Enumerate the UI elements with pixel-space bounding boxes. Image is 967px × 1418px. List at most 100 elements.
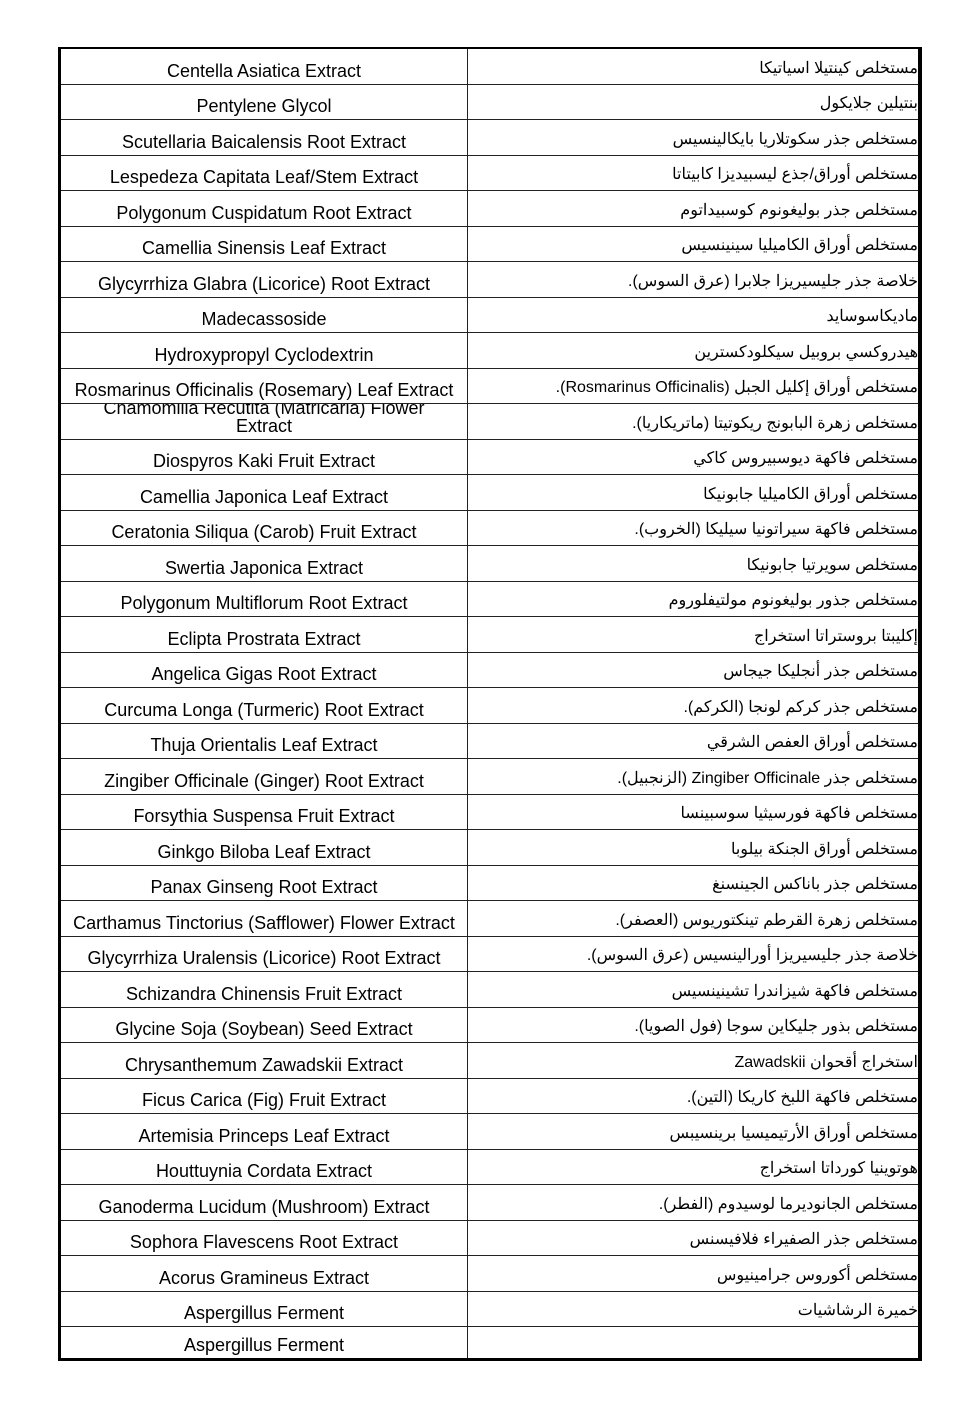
arabic-name-cell: مستخلص فاكهة سيراتونيا سيليكا (الخروب). bbox=[468, 511, 918, 546]
arabic-name: مستخلص أوراق/جذع ليسبيديزا كابيتاتا bbox=[672, 166, 918, 183]
arabic-name: مستخلص جذر Zingiber Officinale (الزنجبيل… bbox=[617, 769, 918, 787]
english-name: Swertia Japonica Extract bbox=[164, 557, 364, 578]
arabic-name: مستخلص أكوروس جرامينيوس bbox=[716, 1266, 918, 1284]
table-row: Ceratonia Siliqua (Carob) Fruit Extract م… bbox=[61, 510, 918, 546]
table-row: Forsythia Suspensa Fruit Extract مستخلص ف… bbox=[61, 794, 918, 830]
arabic-name-cell: هيدروكسي بروبيل سيكلودكسترين bbox=[468, 333, 918, 368]
table-row: Curcuma Longa (Turmeric) Root Extract مست… bbox=[61, 688, 918, 724]
arabic-name: خميرة الرشاشيات bbox=[797, 1302, 918, 1319]
arabic-name: خلاصة جذر جليسيريزا جلابرا (عرق السوس). bbox=[628, 272, 918, 290]
english-name-cell: Glycyrrhiza Uralensis (Licorice) Root Ex… bbox=[61, 936, 468, 971]
table-row: Swertia Japonica Extract مستخلص سويرتيا ج… bbox=[61, 546, 918, 582]
arabic-name-cell: استخراج أقحوان Zawadskii bbox=[468, 1043, 918, 1078]
english-name: Zingiber Officinale (Ginger) Root Extrac… bbox=[104, 770, 424, 791]
arabic-name: مستخلص أوراق العفص الشرقي bbox=[706, 734, 918, 751]
arabic-name: مستخلص جذر أنجليكا جيجاس bbox=[723, 663, 918, 680]
english-name: Scutellaria Baicalensis Root Extract bbox=[121, 131, 407, 152]
english-name-cell: Pentylene Glycol bbox=[61, 84, 468, 119]
arabic-name-cell: ماديكاسوسايد bbox=[468, 298, 918, 333]
arabic-name: مستخلص زهرة القرطم تينكتوريوس (العصفر). bbox=[615, 911, 918, 929]
english-name-cell: Ceratonia Siliqua (Carob) Fruit Extract bbox=[61, 510, 468, 545]
english-name-cell: Panax Ginseng Root Extract bbox=[61, 865, 468, 900]
table-row: Glycyrrhiza Uralensis (Licorice) Root Ex… bbox=[61, 936, 918, 972]
english-name-cell: Zingiber Officinale (Ginger) Root Extrac… bbox=[61, 759, 468, 794]
english-name: Ficus Carica (Fig) Fruit Extract bbox=[141, 1090, 387, 1110]
arabic-name: هوتوينيا كورداتا استخراج bbox=[759, 1160, 918, 1177]
english-name-cell: Diospyros Kaki Fruit Extract bbox=[61, 439, 468, 474]
table-row: Diospyros Kaki Fruit Extract مستخلص فاكهة… bbox=[61, 439, 918, 475]
arabic-name-cell: مستخلص أوراق الكاميليا سينينسيس bbox=[468, 227, 918, 262]
english-name: Schizandra Chinensis Fruit Extract bbox=[125, 983, 403, 1004]
arabic-name-cell: خميرة الرشاشيات bbox=[468, 1292, 918, 1327]
arabic-name: مستخلص كينتيلا اسياتيكا bbox=[759, 59, 918, 77]
english-name: Ginkgo Biloba Leaf Extract bbox=[157, 841, 371, 862]
table-row: Glycyrrhiza Glabra (Licorice) Root Extra… bbox=[61, 262, 918, 298]
english-name-cell: Lespedeza Capitata Leaf/Stem Extract bbox=[61, 155, 468, 190]
arabic-name: مستخلص سويرتيا جابونيكا bbox=[746, 556, 918, 574]
arabic-name: مستخلص جذور بوليغونوم مولتيفلوروم bbox=[668, 592, 918, 609]
arabic-name: خلاصة جذر جليسيريزا أورالينسيس (عرق السو… bbox=[586, 947, 918, 964]
arabic-name-cell: مستخلص أوراق/جذع ليسبيديزا كابيتاتا bbox=[468, 156, 918, 191]
arabic-name-cell: مستخلص أوراق العفص الشرقي bbox=[468, 724, 918, 759]
english-name-cell: Forsythia Suspensa Fruit Extract bbox=[61, 794, 468, 829]
english-name-cell: Curcuma Longa (Turmeric) Root Extract bbox=[61, 688, 468, 723]
arabic-name-cell: مستخلص فاكهة اللبخ كاريكا (التين). bbox=[468, 1079, 918, 1114]
arabic-name-cell: مستخلص بذور جليكاين سوجا (فول الصويا). bbox=[468, 1008, 918, 1043]
table-row: Scutellaria Baicalensis Root Extract مستخ… bbox=[61, 120, 918, 156]
table-row: Houttuynia Cordata Extract هوتوينيا كوردا… bbox=[61, 1149, 918, 1185]
arabic-name-cell: مستخلص أوراق الأرتيميسيا برينسيبس bbox=[468, 1114, 918, 1149]
arabic-name-cell: مستخلص زهرة البابونج ريكوتيتا (ماتريكاري… bbox=[468, 404, 918, 439]
english-name: Ganoderma Lucidum (Mushroom) Extract bbox=[98, 1196, 430, 1217]
table-row: Polygonum Multiflorum Root Extract مستخلص… bbox=[61, 581, 918, 617]
arabic-name-cell: مستخلص أوراق الجنكة بيلوبا bbox=[468, 830, 918, 865]
ingredient-table: Centella Asiatica Extract مستخلص كينتيلا … bbox=[58, 47, 922, 1361]
arabic-name: مستخلص بذور جليكاين سوجا (فول الصويا). bbox=[634, 1018, 918, 1035]
english-name: Chamomilla Recutita (Matricaria) Flower … bbox=[103, 404, 425, 436]
arabic-name: مستخلص جذر كركم لونجا (الكركم). bbox=[683, 698, 918, 716]
arabic-name-cell bbox=[468, 1327, 918, 1358]
english-name: Artemisia Princeps Leaf Extract bbox=[138, 1125, 390, 1146]
english-name-cell: Glycyrrhiza Glabra (Licorice) Root Extra… bbox=[61, 262, 468, 297]
english-name-cell: Sophora Flavescens Root Extract bbox=[61, 1220, 468, 1255]
arabic-name-cell: إكليبتا بروستراتا استخراج bbox=[468, 617, 918, 652]
table-row: Ginkgo Biloba Leaf Extract مستخلص أوراق ا… bbox=[61, 830, 918, 866]
english-name-cell: Carthamus Tinctorius (Safflower) Flower … bbox=[61, 901, 468, 936]
english-name-cell: Chrysanthemum Zawadskii Extract bbox=[61, 1043, 468, 1078]
arabic-name-cell: مستخلص أكوروس جرامينيوس bbox=[468, 1256, 918, 1291]
table-row: Zingiber Officinale (Ginger) Root Extrac… bbox=[61, 759, 918, 795]
english-name: Eclipta Prostrata Extract bbox=[167, 628, 361, 649]
table-row: Panax Ginseng Root Extract مستخلص جذر بان… bbox=[61, 865, 918, 901]
arabic-name: مستخلص أوراق الجنكة بيلوبا bbox=[730, 840, 918, 858]
table-row: Sophora Flavescens Root Extract مستخلص جذ… bbox=[61, 1220, 918, 1256]
table-row: Schizandra Chinensis Fruit Extract مستخلص… bbox=[61, 972, 918, 1008]
english-name-cell: Chamomilla Recutita (Matricaria) Flower … bbox=[61, 404, 468, 439]
english-name: Panax Ginseng Root Extract bbox=[150, 877, 378, 897]
table-row: Madecassoside ماديكاسوسايد bbox=[61, 297, 918, 333]
arabic-name: مستخلص جذر سكوتلاريا بايكالينسيس bbox=[672, 130, 918, 148]
english-name: Houttuynia Cordata Extract bbox=[155, 1161, 373, 1181]
english-name-cell: Ficus Carica (Fig) Fruit Extract bbox=[61, 1078, 468, 1113]
english-name-cell: Polygonum Multiflorum Root Extract bbox=[61, 581, 468, 616]
arabic-name-cell: بنتيلين جلايكول bbox=[468, 85, 918, 120]
arabic-name: بنتيلين جلايكول bbox=[819, 95, 918, 112]
arabic-name-cell: مستخلص جذور بوليغونوم مولتيفلوروم bbox=[468, 582, 918, 617]
english-name: Diospyros Kaki Fruit Extract bbox=[152, 451, 376, 471]
table-row: Centella Asiatica Extract مستخلص كينتيلا … bbox=[61, 49, 918, 85]
english-name: Forsythia Suspensa Fruit Extract bbox=[133, 806, 395, 826]
english-name-cell: Aspergillus Ferment bbox=[61, 1327, 468, 1358]
table-row: Acorus Gramineus Extract مستخلص أكوروس جر… bbox=[61, 1256, 918, 1292]
table-row: Lespedeza Capitata Leaf/Stem Extract مستخ… bbox=[61, 155, 918, 191]
table-row: Hydroxypropyl Cyclodextrin هيدروكسي بروبي… bbox=[61, 333, 918, 369]
arabic-name-cell: مستخلص زهرة القرطم تينكتوريوس (العصفر). bbox=[468, 901, 918, 936]
english-name: Ceratonia Siliqua (Carob) Fruit Extract bbox=[111, 522, 417, 542]
arabic-name-cell: خلاصة جذر جليسيريزا جلابرا (عرق السوس). bbox=[468, 262, 918, 297]
english-name-cell: Swertia Japonica Extract bbox=[61, 546, 468, 581]
english-name-cell: Camellia Japonica Leaf Extract bbox=[61, 475, 468, 510]
arabic-name-cell: مستخلص جذر باناكس الجينسنغ bbox=[468, 866, 918, 901]
english-name: Acorus Gramineus Extract bbox=[158, 1267, 370, 1288]
arabic-name: مستخلص فاكهة اللبخ كاريكا (التين). bbox=[686, 1089, 918, 1106]
arabic-name: هيدروكسي بروبيل سيكلودكسترين bbox=[694, 343, 918, 361]
arabic-name-cell: مستخلص أوراق إكليل الجبل (Rosmarinus Off… bbox=[468, 369, 918, 404]
english-name: Rosmarinus Officinalis (Rosemary) Leaf E… bbox=[74, 380, 454, 400]
english-name-cell: Ganoderma Lucidum (Mushroom) Extract bbox=[61, 1185, 468, 1220]
